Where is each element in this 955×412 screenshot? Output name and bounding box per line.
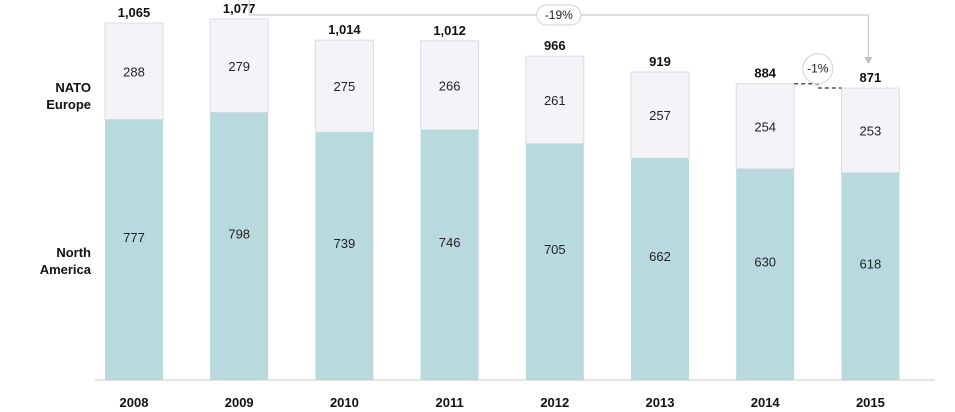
year-label-2012: 2012 [540,395,569,410]
year-label-2011: 2011 [435,395,463,410]
bar-nato-europe-2011 [420,40,480,131]
row-label-north-line1: North [56,245,91,260]
year-label-2013: 2013 [646,395,675,410]
label-nato-europe-2013: 257 [649,108,671,123]
bar-north-america-2015 [841,172,900,380]
row-label-nato-line2: Europe [46,97,91,112]
label-north-america-2010: 739 [334,236,356,251]
total-label-2008: 1,065 [118,5,151,20]
bar-nato-europe-2015 [840,87,900,174]
label-nato-europe-2010: 275 [334,79,356,94]
bar-north-america-2014 [736,168,795,380]
label-nato-europe-2011: 266 [439,78,461,93]
bar-north-america-2012 [525,143,584,380]
bar-north-america-2010 [315,132,374,380]
total-label-2011: 1,012 [433,23,466,38]
callout-text-1: -1% [807,62,829,76]
bar-north-america-2013 [631,158,689,380]
bar-nato-europe-2013 [630,71,690,159]
label-north-america-2015: 618 [860,256,882,271]
label-nato-europe-2012: 261 [544,93,566,108]
label-north-america-2014: 630 [754,254,776,269]
bar-nato-europe-2010 [314,39,374,133]
callout-text-19: -19% [545,8,573,22]
bar-nato-europe-2009 [209,18,269,114]
callout-dashed-step-1 [794,82,842,89]
label-nato-europe-2014: 254 [754,119,776,134]
row-labels: NATO Europe North America [40,80,92,277]
total-label-2013: 919 [649,54,671,69]
label-north-america-2011: 746 [439,235,461,250]
bar-north-america-2011 [420,129,479,380]
label-nato-europe-2008: 288 [123,64,145,79]
total-label-2012: 966 [544,38,566,53]
label-nato-europe-2009: 279 [228,59,250,74]
bar-north-america-2009 [210,112,269,381]
year-label-2008: 2008 [120,395,149,410]
year-label-2014: 2014 [751,395,781,410]
labels-layer: 288 777 1,065 2008 279 798 1,077 2009 275 739 1,01… [118,1,885,410]
callouts-layer: -19% -1% [248,0,873,89]
label-north-america-2013: 662 [649,249,671,264]
total-label-2009: 1,077 [223,1,256,16]
bars-layer [104,18,900,381]
bar-nato-europe-2008 [104,22,164,121]
total-label-2015: 871 [860,70,882,85]
year-label-2009: 2009 [225,395,254,410]
callout-badge-19 [536,4,582,26]
callout-arrowhead-19 [864,57,873,65]
total-label-2014: 884 [754,66,776,81]
year-label-2010: 2010 [330,395,359,410]
label-north-america-2009: 798 [228,226,250,241]
row-label-nato-line1: NATO [55,80,91,95]
callout-badge-1 [802,53,834,85]
label-nato-europe-2015: 253 [860,123,882,138]
year-label-2015: 2015 [856,395,885,410]
bar-north-america-2008 [105,119,163,381]
total-label-2010: 1,014 [328,22,361,37]
row-label-north-line2: America [40,262,92,277]
label-north-america-2008: 777 [123,230,145,245]
label-north-america-2012: 705 [544,242,566,257]
